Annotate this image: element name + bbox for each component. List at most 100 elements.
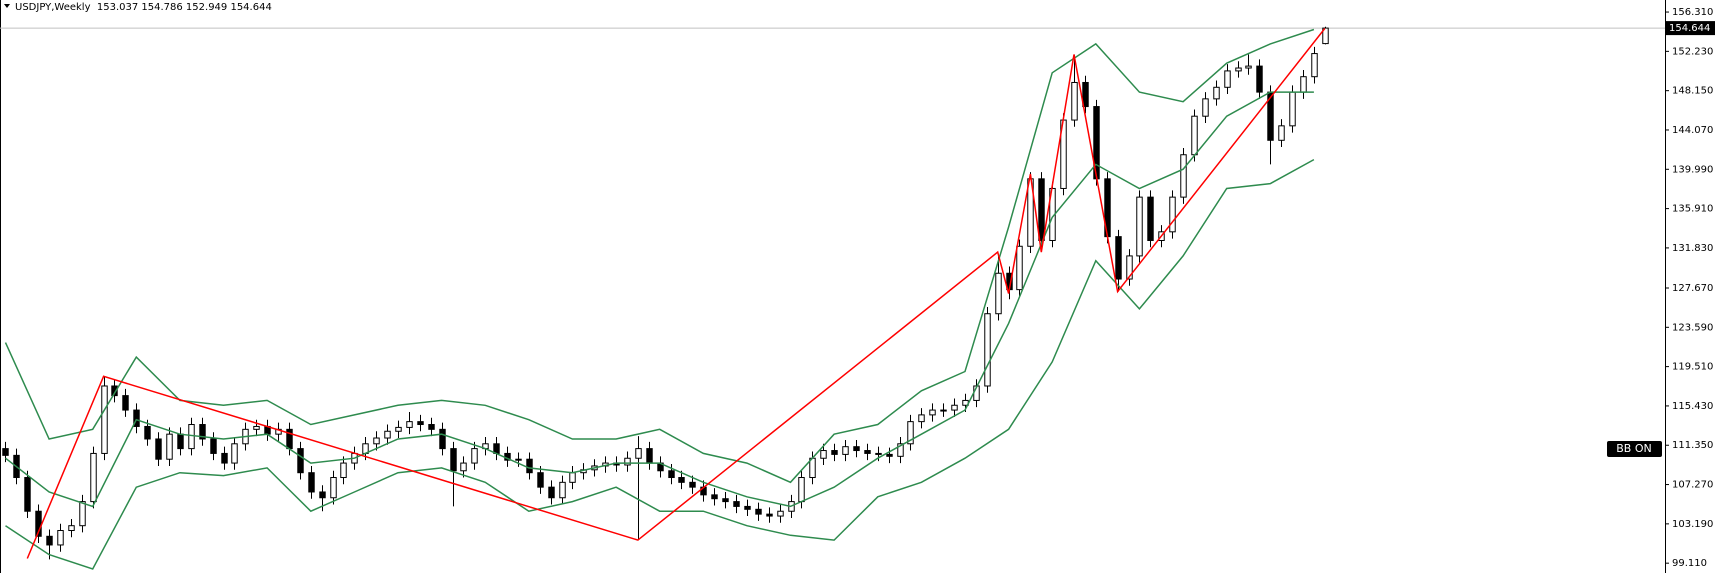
candle-body — [951, 404, 958, 411]
candle-body — [340, 462, 347, 479]
candle-body — [417, 421, 424, 426]
candle-body — [439, 428, 446, 450]
y-tick-label: 139.990 — [1672, 164, 1713, 175]
candle-body — [384, 430, 391, 439]
y-tick-label: 135.910 — [1672, 204, 1713, 215]
candle-body — [733, 501, 740, 507]
chart-title: USDJPY,Weekly 153.037 154.786 152.949 15… — [15, 2, 272, 13]
candle-body — [984, 313, 991, 387]
candle-body — [1169, 196, 1176, 233]
candle-body — [101, 385, 108, 454]
candle-body — [515, 458, 522, 461]
candle-body — [853, 446, 860, 452]
candle-body — [188, 424, 195, 450]
candle-body — [537, 472, 544, 488]
candle-body — [79, 501, 86, 527]
candle-body — [199, 424, 206, 440]
candle-body — [548, 486, 555, 499]
candle-body — [471, 448, 478, 464]
y-tick-label: 148.150 — [1672, 86, 1713, 97]
candle-body — [526, 458, 533, 474]
candle-body — [90, 452, 97, 503]
candle-body — [820, 450, 827, 459]
candle-body — [875, 452, 882, 455]
candle-body — [460, 462, 467, 472]
candle-body — [166, 433, 173, 460]
candle-body — [111, 385, 118, 397]
candle-body — [1213, 86, 1220, 100]
last-price-label: 154.644 — [1669, 23, 1710, 34]
candle-body — [1322, 27, 1329, 45]
candle-body — [1071, 81, 1078, 121]
candle-body — [1082, 81, 1089, 108]
y-tick-label: 115.430 — [1672, 401, 1713, 412]
candle-body — [122, 395, 129, 411]
candle-body — [689, 481, 696, 488]
candle-body — [831, 450, 838, 455]
candle-body — [155, 438, 162, 460]
y-tick-label: 144.070 — [1672, 125, 1713, 136]
bollinger-lower — [5, 158, 1315, 570]
candle-body — [57, 530, 64, 546]
candle-body — [755, 508, 762, 515]
candle-body — [722, 498, 729, 503]
candle-body — [940, 409, 947, 412]
bollinger-upper — [4, 28, 1315, 484]
candle-body — [864, 450, 871, 454]
bollinger-middle — [5, 91, 1314, 508]
candle-body — [319, 491, 326, 499]
candle-body — [373, 437, 380, 445]
candle-body — [929, 409, 936, 416]
last-price-box — [1666, 21, 1715, 36]
candle-body — [330, 477, 337, 499]
y-tick-label: 127.670 — [1672, 283, 1713, 294]
candle-body — [24, 477, 31, 512]
y-tick-label: 152.230 — [1672, 46, 1713, 57]
candle-body — [406, 421, 413, 428]
candle-body — [253, 425, 260, 430]
candle-body — [766, 513, 773, 517]
candle-body — [1278, 125, 1285, 141]
candle-body — [646, 448, 653, 464]
candle-body — [744, 505, 751, 510]
candle-body — [1311, 53, 1318, 78]
candle-body — [569, 472, 576, 483]
candle-body — [635, 448, 642, 459]
candle-body — [221, 452, 228, 464]
candle-body — [777, 510, 784, 517]
menu-triangle[interactable] — [4, 4, 10, 8]
candle-body — [1289, 91, 1296, 127]
candle-body — [2, 448, 9, 456]
candle-body — [1038, 178, 1045, 241]
zigzag-line — [26, 28, 1326, 559]
candle-body — [907, 421, 914, 445]
y-tick-label: 119.510 — [1672, 362, 1713, 373]
candle-body — [1016, 245, 1023, 291]
candle-body — [1180, 154, 1187, 198]
candle-body — [1300, 76, 1307, 93]
candle-body — [678, 477, 685, 483]
candle-body — [210, 438, 217, 454]
y-tick-label: 111.350 — [1672, 440, 1713, 451]
candle-body — [886, 453, 893, 457]
candle-body — [428, 424, 435, 430]
candle-body — [1147, 196, 1154, 241]
y-tick-label: 103.190 — [1672, 519, 1713, 530]
bb-badge — [1607, 441, 1662, 457]
candle-body — [308, 472, 315, 493]
candle-body — [1115, 236, 1122, 280]
candle-body — [133, 409, 140, 427]
candle-body — [798, 477, 805, 503]
candle-body — [1224, 70, 1231, 88]
y-tick-label: 107.270 — [1672, 480, 1713, 491]
candle-body — [995, 272, 1002, 315]
candle-body — [68, 525, 75, 532]
y-tick-label: 123.590 — [1672, 322, 1713, 333]
candle-body — [842, 446, 849, 455]
candle-body — [231, 443, 238, 464]
y-tick-label: 131.830 — [1672, 243, 1713, 254]
y-tick-label: 156.310 — [1672, 7, 1713, 18]
y-tick-label: 99.110 — [1672, 558, 1707, 569]
candle-body — [897, 443, 904, 457]
